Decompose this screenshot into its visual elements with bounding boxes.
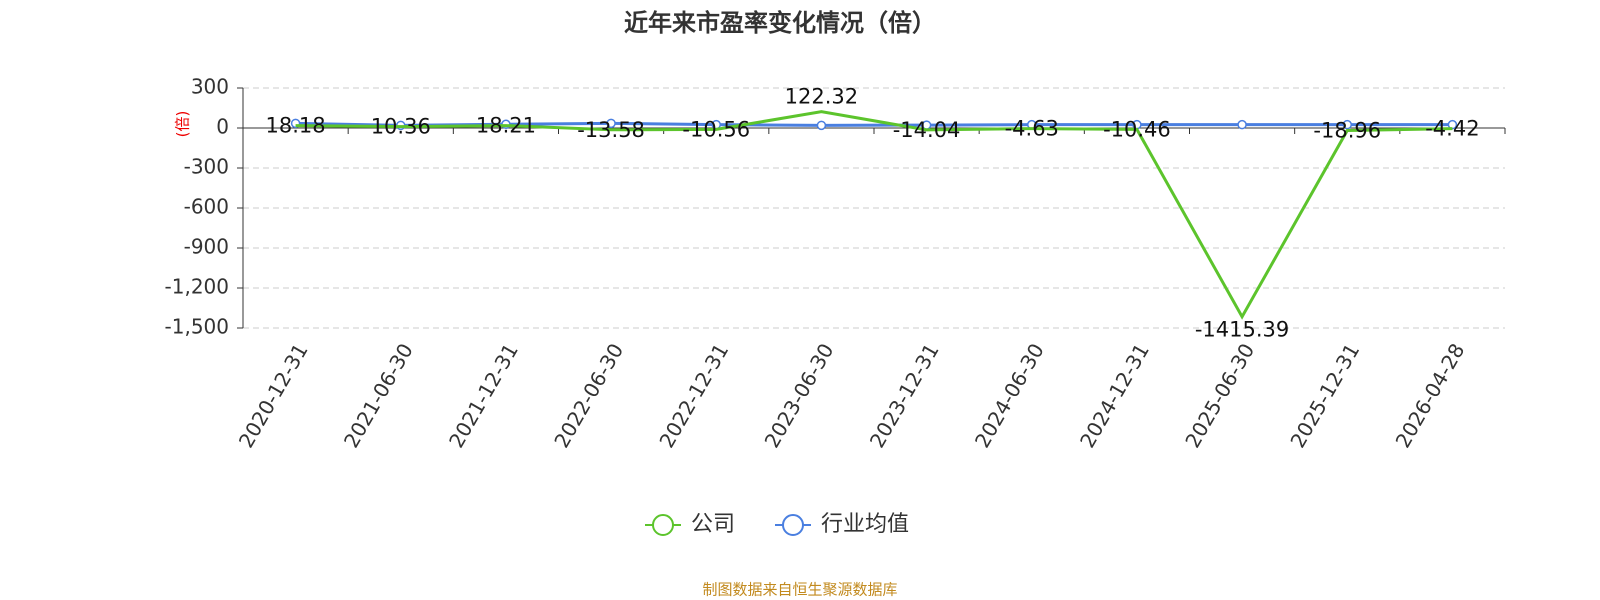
x-tick-label: 2025-06-30 <box>1180 339 1259 452</box>
point <box>1237 119 1247 130</box>
data-label: 18.21 <box>476 114 536 138</box>
data-label: 10.36 <box>371 115 431 139</box>
legend-marker <box>652 514 674 536</box>
y-tick-label: 0 <box>216 115 229 139</box>
x-tick-label: 2023-06-30 <box>760 339 839 452</box>
source: 制图数据来自恒生聚源数据库 <box>702 581 897 599</box>
data-label: -4.42 <box>1425 117 1479 141</box>
data-label: -10.56 <box>682 117 750 141</box>
data-label: 122.32 <box>785 85 858 109</box>
x-tick-label: 2024-12-31 <box>1075 339 1154 452</box>
point <box>1342 119 1352 130</box>
data-label: 18.18 <box>266 114 326 138</box>
legend-marker <box>782 514 804 536</box>
y-tick-label: -1,500 <box>165 315 229 339</box>
chart-title: 近年来市盈率变化情况（倍） <box>624 9 936 37</box>
data-label: -10.46 <box>1103 117 1171 141</box>
x-tick-label: 2023-12-31 <box>865 339 944 452</box>
x-tick-label: 2026-04-28 <box>1391 339 1470 452</box>
x-tick-label: 2020-12-31 <box>234 339 313 452</box>
data-label: -14.04 <box>893 118 961 142</box>
y-tick-label: 300 <box>191 75 229 99</box>
x-tick-label: 2022-06-30 <box>549 339 628 452</box>
y-tick-label: -300 <box>184 155 229 179</box>
data-label: -4.63 <box>1005 117 1059 141</box>
y-axis-label: (倍) <box>174 111 192 138</box>
series-line <box>295 110 1453 320</box>
legend-label: 行业均值 <box>821 512 909 537</box>
y-tick-label: -900 <box>184 235 229 259</box>
y-tick-label: -600 <box>184 195 229 219</box>
x-tick-label: 2025-12-31 <box>1285 339 1364 452</box>
data-label: -13.58 <box>577 118 645 142</box>
y-tick-label: -1,200 <box>165 275 229 299</box>
x-tick-label: 2021-12-31 <box>444 339 523 452</box>
legend-label: 公司 <box>691 512 735 537</box>
data-label: -18.96 <box>1313 119 1381 143</box>
x-tick-label: 2021-06-30 <box>339 339 418 452</box>
x-tick-label: 2022-12-31 <box>654 339 733 452</box>
x-tick-label: 2024-06-30 <box>970 339 1049 452</box>
data-label: -1415.39 <box>1195 318 1289 342</box>
point <box>606 118 616 129</box>
point <box>816 120 827 131</box>
